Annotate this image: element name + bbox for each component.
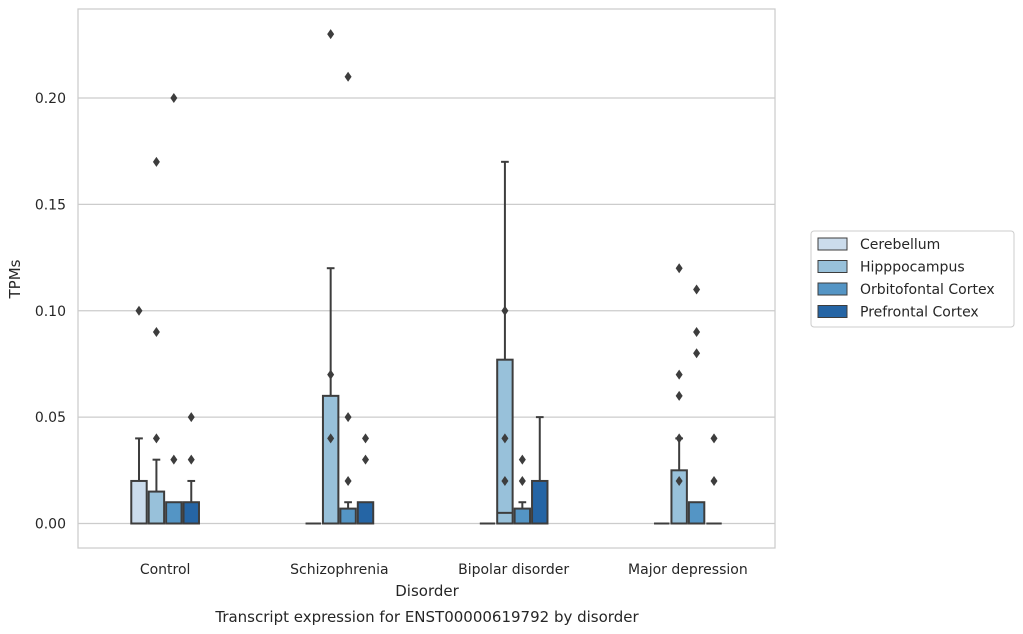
box-body xyxy=(356,501,375,525)
box-body xyxy=(147,490,166,525)
legend-swatch xyxy=(817,260,848,273)
outlier-point xyxy=(152,433,160,444)
outlier-point xyxy=(152,327,160,338)
outlier-point xyxy=(327,433,335,444)
outlier-point xyxy=(710,475,718,486)
legend: Cerebellum Hipppocampus Orbitofontal Corte… xyxy=(810,230,1015,328)
x-tick-label: Schizophrenia xyxy=(290,562,388,578)
box-orbitofontal-cortex xyxy=(339,71,357,525)
chart-caption: Transcript expression for ENST0000061979… xyxy=(214,608,639,626)
outlier-point xyxy=(362,454,370,465)
outlier-point xyxy=(675,433,683,444)
legend-label: Prefrontal Cortex xyxy=(860,305,979,321)
legend-label: Orbitofontal Cortex xyxy=(860,282,995,298)
box-body xyxy=(531,479,549,525)
outlier-point xyxy=(501,305,509,316)
outlier-point xyxy=(518,454,526,465)
legend-label: Cerebellum xyxy=(860,237,940,253)
outlier-point xyxy=(327,369,335,380)
outlier-point xyxy=(344,412,352,423)
outlier-point xyxy=(675,475,683,486)
outlier-point xyxy=(362,433,370,444)
box-body xyxy=(513,507,532,525)
outlier-point xyxy=(344,475,352,486)
outlier-point xyxy=(170,93,178,103)
outlier-point xyxy=(327,29,335,40)
outlier-point xyxy=(501,475,509,486)
box-groups xyxy=(130,29,722,525)
box-body xyxy=(339,507,357,525)
outlier-point xyxy=(152,156,160,167)
x-tick-label: Bipolar disorder xyxy=(458,562,569,578)
y-tick-label: 0.15 xyxy=(35,197,66,213)
box-body xyxy=(165,501,183,525)
box-body xyxy=(687,501,706,525)
box-hipppocampus xyxy=(496,160,514,525)
outlier-point xyxy=(187,412,195,423)
y-tick-label: 0.10 xyxy=(35,304,66,320)
outlier-point xyxy=(501,433,509,444)
outlier-point xyxy=(675,369,683,380)
box-prefrontal-cortex xyxy=(182,412,200,525)
outlier-point xyxy=(344,71,352,82)
legend-frame xyxy=(810,230,1015,328)
outlier-point xyxy=(710,433,718,444)
legend-label: Hipppocampus xyxy=(860,260,965,276)
outlier-point xyxy=(135,305,143,316)
x-tick-label: Major depression xyxy=(628,562,748,578)
box-orbitofontal-cortex xyxy=(165,93,183,525)
outlier-point xyxy=(675,390,683,401)
box-orbitofontal-cortex xyxy=(513,454,532,525)
box-hipppocampus xyxy=(321,29,340,525)
box-prefrontal-cortex xyxy=(356,433,375,525)
legend-swatch xyxy=(817,237,848,251)
box-prefrontal-cortex xyxy=(531,416,549,525)
outlier-point xyxy=(693,348,701,359)
x-axis-ticks: Control Schizophrenia Bipolar disorder Majo… xyxy=(140,562,748,578)
outlier-point xyxy=(693,327,701,338)
x-tick-label: Control xyxy=(140,562,191,578)
box-body xyxy=(321,394,340,525)
y-tick-label: 0.00 xyxy=(35,517,66,533)
y-tick-label: 0.20 xyxy=(35,91,66,107)
box-hipppocampus xyxy=(670,263,688,525)
outlier-point xyxy=(518,475,526,486)
box-hipppocampus xyxy=(147,156,166,525)
outlier-point xyxy=(693,284,701,295)
y-tick-label: 0.05 xyxy=(35,410,66,426)
box-body xyxy=(130,479,148,525)
y-axis-label: TPMs xyxy=(6,259,24,299)
box-body xyxy=(182,501,200,525)
box-orbitofontal-cortex xyxy=(687,284,706,525)
legend-swatch xyxy=(817,282,848,296)
outlier-point xyxy=(187,454,195,465)
box-prefrontal-cortex xyxy=(706,433,722,525)
outlier-point xyxy=(170,454,178,465)
outlier-point xyxy=(675,263,683,274)
x-axis-label: Disorder xyxy=(395,582,459,600)
y-axis-ticks: 0.00 0.05 0.10 0.15 0.20 xyxy=(35,91,66,533)
legend-swatch xyxy=(817,305,848,318)
box-cerebellum xyxy=(130,305,148,525)
grid-lines xyxy=(78,97,775,525)
plot-area-frame xyxy=(77,8,776,549)
